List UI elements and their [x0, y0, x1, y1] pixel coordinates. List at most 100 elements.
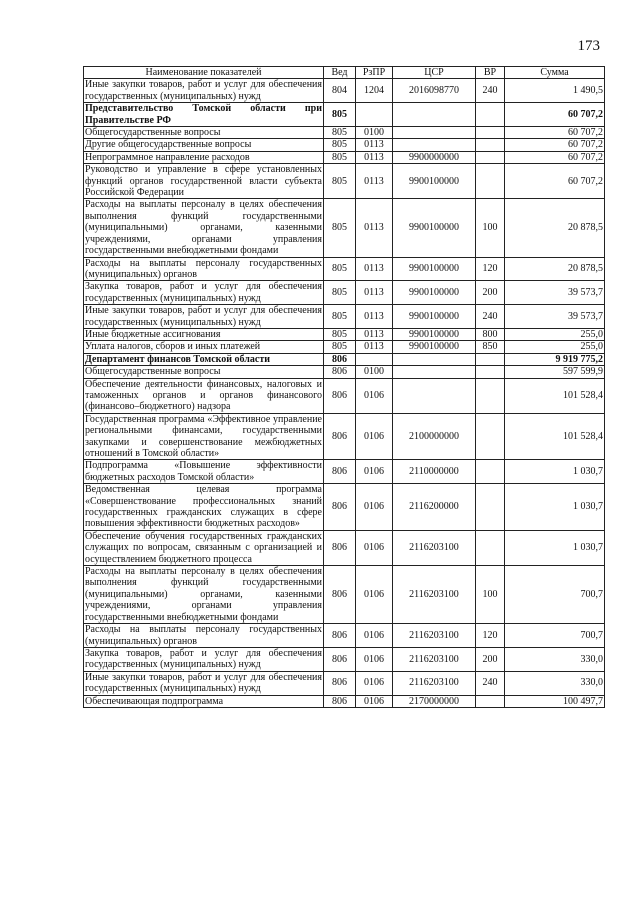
cell-sum: 60 707,2 — [504, 102, 605, 128]
header-name: Наименование показателей — [83, 65, 324, 80]
table-row: Ведомственная целевая программа «Соверше… — [83, 483, 605, 531]
cell-ved: 806 — [323, 483, 356, 531]
cell-sum: 60 707,2 — [504, 138, 605, 152]
cell-vr — [475, 529, 505, 567]
cell-ved: 806 — [323, 459, 356, 485]
cell-csr: 9900100000 — [392, 280, 476, 306]
cell-rzpr: 0113 — [355, 340, 393, 354]
cell-csr — [392, 138, 476, 152]
table-row: Департамент финансов Томской области 806 9… — [83, 352, 605, 367]
table-row: Иные закупки товаров, работ и услуг для … — [83, 304, 605, 329]
cell-sum: 330,0 — [504, 646, 605, 672]
cell-csr: 9900100000 — [392, 340, 476, 354]
cell-vr: 100 — [475, 565, 505, 625]
cell-ved: 805 — [323, 340, 356, 354]
header-vr: ВР — [475, 65, 505, 80]
table-row: Общегосударственные вопросы 806 0100 597 59… — [83, 365, 605, 379]
cell-rzpr: 0106 — [355, 529, 393, 567]
cell-ved: 806 — [323, 412, 356, 461]
cell-vr — [475, 694, 505, 708]
cell-name: Иные закупки товаров, работ и услуг для … — [83, 304, 324, 329]
table-row: Обеспечивающая подпрограмма 806 0106 217000… — [83, 694, 605, 708]
cell-vr: 850 — [475, 340, 505, 354]
cell-sum: 39 573,7 — [504, 304, 605, 329]
cell-csr: 9900100000 — [392, 256, 476, 282]
cell-csr — [392, 377, 476, 414]
cell-name: Государственная программа «Эффективное у… — [83, 412, 324, 461]
table-header-row: Наименование показателей Вед РзПР ЦСР ВР… — [83, 65, 605, 80]
cell-name: Департамент финансов Томской области — [83, 352, 324, 367]
cell-rzpr: 0106 — [355, 483, 393, 531]
cell-ved: 805 — [323, 327, 356, 342]
cell-csr: 2116203100 — [392, 529, 476, 567]
cell-ved: 806 — [323, 352, 356, 367]
cell-ved: 806 — [323, 377, 356, 414]
cell-name: Руководство и управление в сфере установ… — [83, 163, 324, 200]
cell-csr: 2016098770 — [392, 78, 476, 104]
cell-vr — [475, 138, 505, 152]
cell-vr — [475, 126, 505, 140]
cell-vr: 240 — [475, 670, 505, 696]
cell-csr — [392, 102, 476, 128]
cell-rzpr — [355, 352, 393, 367]
cell-ved: 805 — [323, 138, 356, 152]
cell-ved: 805 — [323, 280, 356, 306]
cell-rzpr: 0113 — [355, 138, 393, 152]
cell-name: Иные закупки товаров, работ и услуг для … — [83, 78, 324, 104]
cell-csr: 2170000000 — [392, 694, 476, 708]
cell-csr — [392, 365, 476, 379]
table-row: Иные закупки товаров, работ и услуг для … — [83, 78, 605, 104]
header-csr: ЦСР — [392, 65, 476, 80]
cell-sum: 1 030,7 — [504, 483, 605, 531]
cell-csr: 9900100000 — [392, 198, 476, 258]
cell-rzpr: 0106 — [355, 670, 393, 696]
cell-sum: 700,7 — [504, 565, 605, 625]
cell-ved: 806 — [323, 623, 356, 648]
cell-ved: 805 — [323, 163, 356, 200]
table-row: Уплата налогов, сборов и иных платежей 80… — [83, 340, 605, 354]
cell-ved: 805 — [323, 304, 356, 329]
cell-csr: 2116203100 — [392, 670, 476, 696]
table-row: Другие общегосударственные вопросы 805 011… — [83, 138, 605, 152]
cell-vr: 240 — [475, 304, 505, 329]
cell-rzpr: 0106 — [355, 412, 393, 461]
cell-csr: 9900100000 — [392, 327, 476, 342]
cell-name: Другие общегосударственные вопросы — [83, 138, 324, 152]
table-row: Иные закупки товаров, работ и услуг для … — [83, 670, 605, 696]
cell-sum: 60 707,2 — [504, 163, 605, 200]
cell-sum: 100 497,7 — [504, 694, 605, 708]
cell-sum: 255,0 — [504, 327, 605, 342]
cell-name: Расходы на выплаты персоналу в целях обе… — [83, 198, 324, 258]
cell-csr: 2110000000 — [392, 459, 476, 485]
cell-name: Уплата налогов, сборов и иных платежей — [83, 340, 324, 354]
cell-name: Общегосударственные вопросы — [83, 365, 324, 379]
page-number: 173 — [577, 38, 601, 54]
cell-vr: 200 — [475, 646, 505, 672]
cell-csr: 9900100000 — [392, 163, 476, 200]
cell-rzpr: 0106 — [355, 623, 393, 648]
cell-rzpr: 0100 — [355, 126, 393, 140]
cell-ved: 806 — [323, 565, 356, 625]
cell-sum: 60 707,2 — [504, 126, 605, 140]
cell-sum: 700,7 — [504, 623, 605, 648]
table-row: Иные бюджетные ассигнования 805 0113 990010… — [83, 327, 605, 342]
table-row: Расходы на выплаты персоналу государстве… — [83, 256, 605, 282]
cell-name: Иные бюджетные ассигнования — [83, 327, 324, 342]
cell-sum: 101 528,4 — [504, 377, 605, 414]
cell-csr: 2116203100 — [392, 623, 476, 648]
cell-vr: 120 — [475, 623, 505, 648]
cell-ved: 806 — [323, 529, 356, 567]
table-row: Расходы на выплаты персоналу государстве… — [83, 623, 605, 648]
cell-sum: 1 490,5 — [504, 78, 605, 104]
cell-ved: 806 — [323, 670, 356, 696]
cell-ved: 805 — [323, 256, 356, 282]
cell-sum: 39 573,7 — [504, 280, 605, 306]
table-row: Представительство Томской области при Пр… — [83, 102, 605, 128]
cell-sum: 330,0 — [504, 670, 605, 696]
cell-ved: 806 — [323, 694, 356, 708]
cell-name: Закупка товаров, работ и услуг для обесп… — [83, 646, 324, 672]
header-ved: Вед — [323, 65, 356, 80]
table-row: Расходы на выплаты персоналу в целях обе… — [83, 198, 605, 258]
cell-sum: 1 030,7 — [504, 459, 605, 485]
cell-csr — [392, 126, 476, 140]
